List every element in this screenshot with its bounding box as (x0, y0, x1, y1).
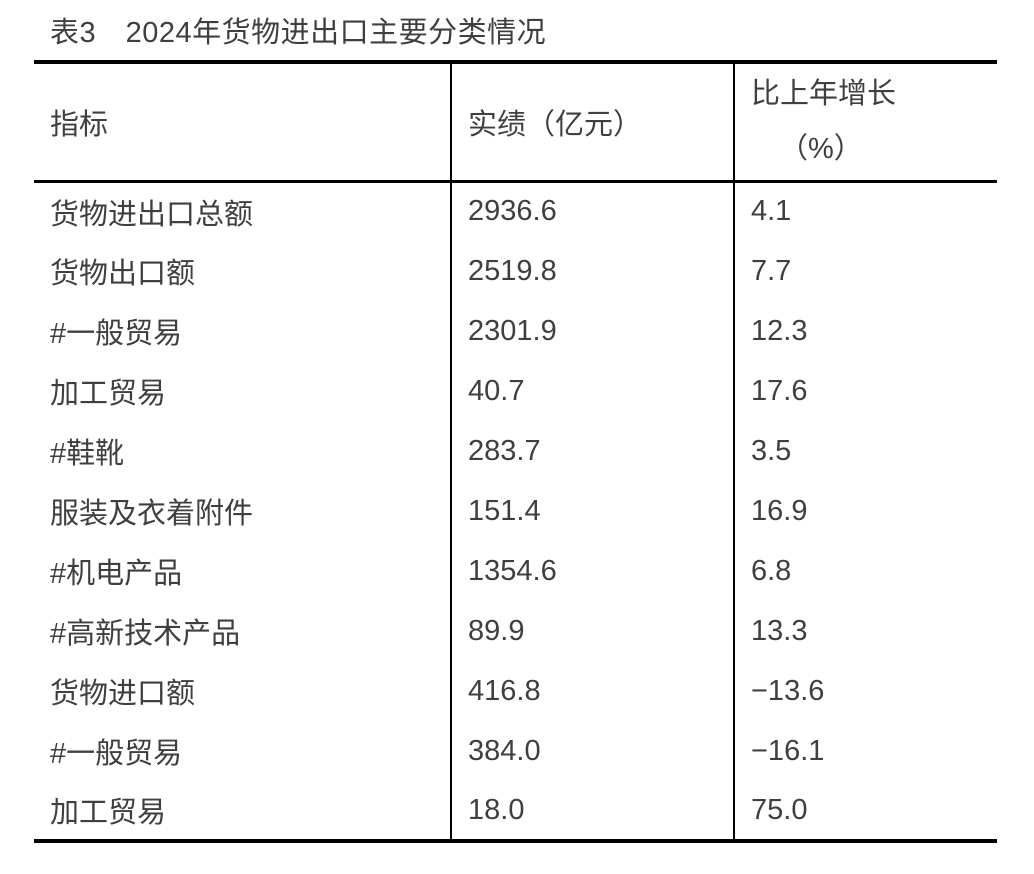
header-growth-line2: （%） (779, 133, 863, 166)
indicator-cell: #一般贸易 (34, 721, 452, 781)
value-cell: 1354.6 (451, 541, 735, 601)
header-row: 指标 实绩（亿元） 比上年增长 （%） (34, 62, 997, 181)
value-cell: 18.0 (451, 781, 735, 841)
value-cell: 2936.6 (451, 181, 735, 241)
table-row: #一般贸易 2301.9 12.3 (34, 301, 997, 361)
growth-cell: 4.1 (751, 195, 792, 228)
header-growth: 比上年增长 （%） (734, 62, 997, 181)
table-row: 加工贸易 40.7 17.6 (34, 361, 997, 421)
indicator-cell: 货物进口额 (34, 661, 452, 721)
table-row: #机电产品 1354.6 6.8 (34, 541, 997, 601)
growth-cell: −13.6 (751, 674, 825, 707)
value-cell: 2301.9 (451, 301, 735, 361)
table-row: #一般贸易 384.0 −16.1 (34, 721, 997, 781)
table-row: 货物进出口总额 2936.6 4.1 (34, 181, 997, 241)
indicator-cell: #鞋靴 (34, 421, 452, 481)
growth-cell: 12.3 (751, 314, 808, 347)
indicator-cell: 货物出口额 (34, 241, 452, 301)
growth-cell: 13.3 (751, 614, 808, 647)
value-cell: 416.8 (451, 661, 735, 721)
value-cell: 384.0 (451, 721, 735, 781)
indicator-cell: #机电产品 (34, 541, 452, 601)
value-cell: 151.4 (451, 481, 735, 541)
table-row: 服装及衣着附件 151.4 16.9 (34, 481, 997, 541)
table-row: 货物出口额 2519.8 7.7 (34, 241, 997, 301)
growth-cell: 16.9 (751, 494, 808, 527)
table-row: 货物进口额 416.8 −13.6 (34, 661, 997, 721)
header-value: 实绩（亿元） (451, 62, 735, 181)
indicator-cell: #高新技术产品 (34, 601, 452, 661)
table-title: 表3 2024年货物进出口主要分类情况 (50, 17, 547, 49)
indicator-cell: #一般贸易 (34, 301, 452, 361)
value-cell: 283.7 (451, 421, 735, 481)
growth-cell: 7.7 (751, 254, 792, 287)
table-row: 加工贸易 18.0 75.0 (34, 781, 997, 841)
table-row: #高新技术产品 89.9 13.3 (34, 601, 997, 661)
table-header: 指标 实绩（亿元） 比上年增长 （%） (34, 62, 997, 181)
growth-cell: 3.5 (751, 434, 792, 467)
growth-cell: 6.8 (751, 554, 792, 587)
growth-cell: 17.6 (751, 374, 808, 407)
import-export-table: 指标 实绩（亿元） 比上年增长 （%） 货物进出口总额 2936.6 4.1 货… (34, 60, 997, 843)
indicator-cell: 服装及衣着附件 (34, 481, 452, 541)
table-body: 货物进出口总额 2936.6 4.1 货物出口额 2519.8 7.7 #一般贸… (34, 181, 997, 841)
indicator-cell: 加工贸易 (34, 361, 452, 421)
value-cell: 89.9 (451, 601, 735, 661)
indicator-cell: 货物进出口总额 (34, 181, 452, 241)
growth-cell: −16.1 (751, 734, 825, 767)
growth-cell: 75.0 (751, 793, 808, 826)
indicator-cell: 加工贸易 (34, 781, 452, 841)
header-growth-line1: 比上年增长 (751, 78, 897, 111)
table-row: #鞋靴 283.7 3.5 (34, 421, 997, 481)
header-indicator: 指标 (34, 62, 452, 181)
value-cell: 2519.8 (451, 241, 735, 301)
value-cell: 40.7 (451, 361, 735, 421)
